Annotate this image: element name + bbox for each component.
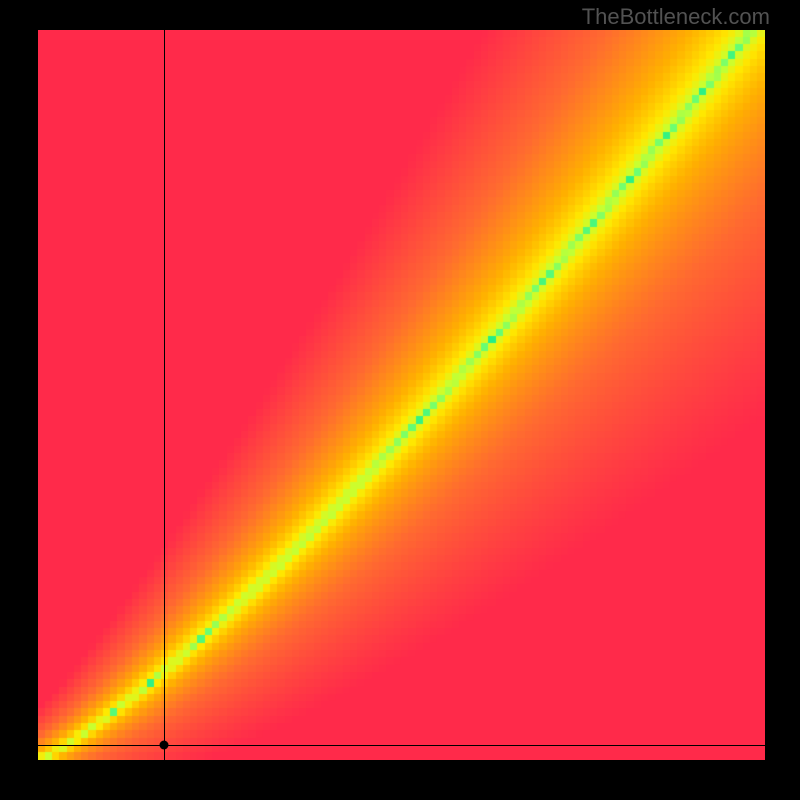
heatmap-plot <box>38 30 765 760</box>
crosshair-vertical <box>164 30 165 760</box>
crosshair-horizontal <box>38 745 765 746</box>
watermark-label: TheBottleneck.com <box>582 4 770 30</box>
crosshair-marker <box>160 741 169 750</box>
heatmap-canvas <box>38 30 765 760</box>
